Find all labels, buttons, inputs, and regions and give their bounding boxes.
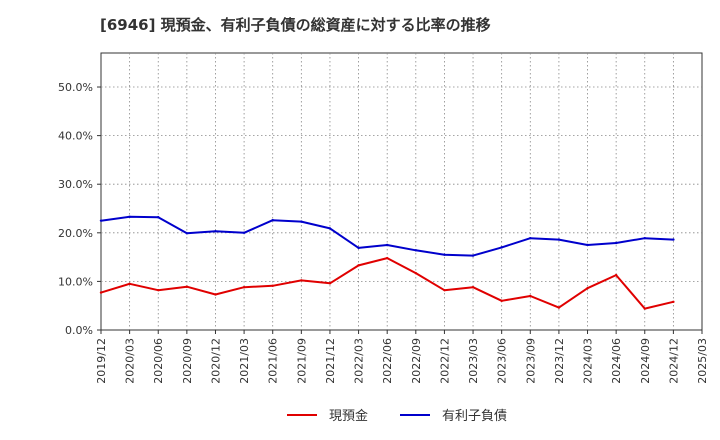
data-point xyxy=(242,231,246,235)
y-tick-label: 10.0% xyxy=(58,275,93,288)
series-group xyxy=(99,215,675,310)
x-tick-label: 2023/12 xyxy=(553,338,566,384)
data-point xyxy=(271,284,274,287)
plot-area xyxy=(100,52,703,331)
data-point xyxy=(128,282,131,286)
data-point xyxy=(500,299,503,303)
x-tick-label: 2024/03 xyxy=(582,338,595,384)
data-point xyxy=(586,243,589,247)
x-tick-label: 2022/06 xyxy=(381,338,394,384)
x-tick-label: 2020/09 xyxy=(181,338,194,384)
y-tick-label: 40.0% xyxy=(58,130,93,143)
data-point xyxy=(414,271,418,275)
x-tick-label: 2025/03 xyxy=(696,338,709,384)
data-point xyxy=(357,264,360,267)
x-tick-label: 2020/03 xyxy=(124,338,137,384)
x-tick-label: 2024/12 xyxy=(667,338,680,384)
data-point xyxy=(328,227,332,230)
x-tick-label: 2022/09 xyxy=(410,338,423,384)
data-point xyxy=(385,243,389,247)
x-tick-label: 2021/03 xyxy=(238,338,251,384)
data-point xyxy=(328,282,332,285)
x-axis: 2019/12 2020/03 2020/06 2020/09 2020/12 2021/… xyxy=(95,330,709,384)
data-point xyxy=(643,236,646,240)
y-tick-label: 30.0% xyxy=(58,178,93,191)
data-point xyxy=(157,288,160,292)
data-point xyxy=(157,216,160,219)
data-point xyxy=(557,306,561,309)
x-tick-label: 2021/06 xyxy=(267,338,280,384)
data-point xyxy=(385,256,389,260)
x-tick-label: 2024/06 xyxy=(610,338,623,384)
x-tick-label: 2023/03 xyxy=(467,338,480,384)
data-point xyxy=(586,287,589,290)
x-tick-label: 2023/09 xyxy=(524,338,537,384)
x-tick-label: 2024/09 xyxy=(639,338,652,384)
legend-label: 有利子負債 xyxy=(442,409,507,424)
data-point xyxy=(643,307,646,310)
data-point xyxy=(672,238,675,241)
y-tick-label: 50.0% xyxy=(58,81,93,94)
x-tick-label: 2019/12 xyxy=(95,338,108,384)
data-point xyxy=(557,238,561,241)
data-point xyxy=(185,285,189,288)
y-axis: 0.0% 10.0% 20.0% 30.0% 40.0% 50.0% xyxy=(58,81,101,337)
data-point xyxy=(99,291,103,294)
data-point xyxy=(471,286,475,289)
data-point xyxy=(300,220,303,223)
data-point xyxy=(271,218,274,222)
x-tick-label: 2021/09 xyxy=(295,338,308,384)
data-point xyxy=(242,286,246,289)
data-point xyxy=(500,246,503,249)
legend-label: 現預金 xyxy=(329,408,368,424)
data-point xyxy=(414,249,418,252)
data-point xyxy=(529,236,532,240)
data-point xyxy=(672,300,675,304)
x-tick-label: 2022/12 xyxy=(438,338,451,384)
data-point xyxy=(614,241,618,245)
data-point xyxy=(443,253,446,256)
x-tick-label: 2021/12 xyxy=(324,338,337,384)
data-point xyxy=(214,293,217,296)
data-point xyxy=(128,215,131,218)
data-point xyxy=(471,254,475,257)
data-point xyxy=(99,219,103,222)
data-point xyxy=(185,232,189,235)
y-tick-label: 0.0% xyxy=(65,324,93,337)
chart-title: [6946] 現預金、有利子負債の総資産に対する比率の推移 xyxy=(100,16,491,34)
legend: 現預金 有利子負債 xyxy=(287,408,507,424)
x-tick-label: 2020/12 xyxy=(209,338,222,384)
data-point xyxy=(529,294,532,298)
data-point xyxy=(357,246,360,250)
data-point xyxy=(300,279,303,282)
data-point xyxy=(214,230,217,233)
data-point xyxy=(443,288,446,292)
x-tick-label: 2023/06 xyxy=(496,338,509,384)
y-tick-label: 20.0% xyxy=(58,227,93,240)
data-point xyxy=(614,273,618,277)
x-tick-label: 2020/06 xyxy=(152,338,165,384)
x-tick-label: 2022/03 xyxy=(353,338,366,384)
